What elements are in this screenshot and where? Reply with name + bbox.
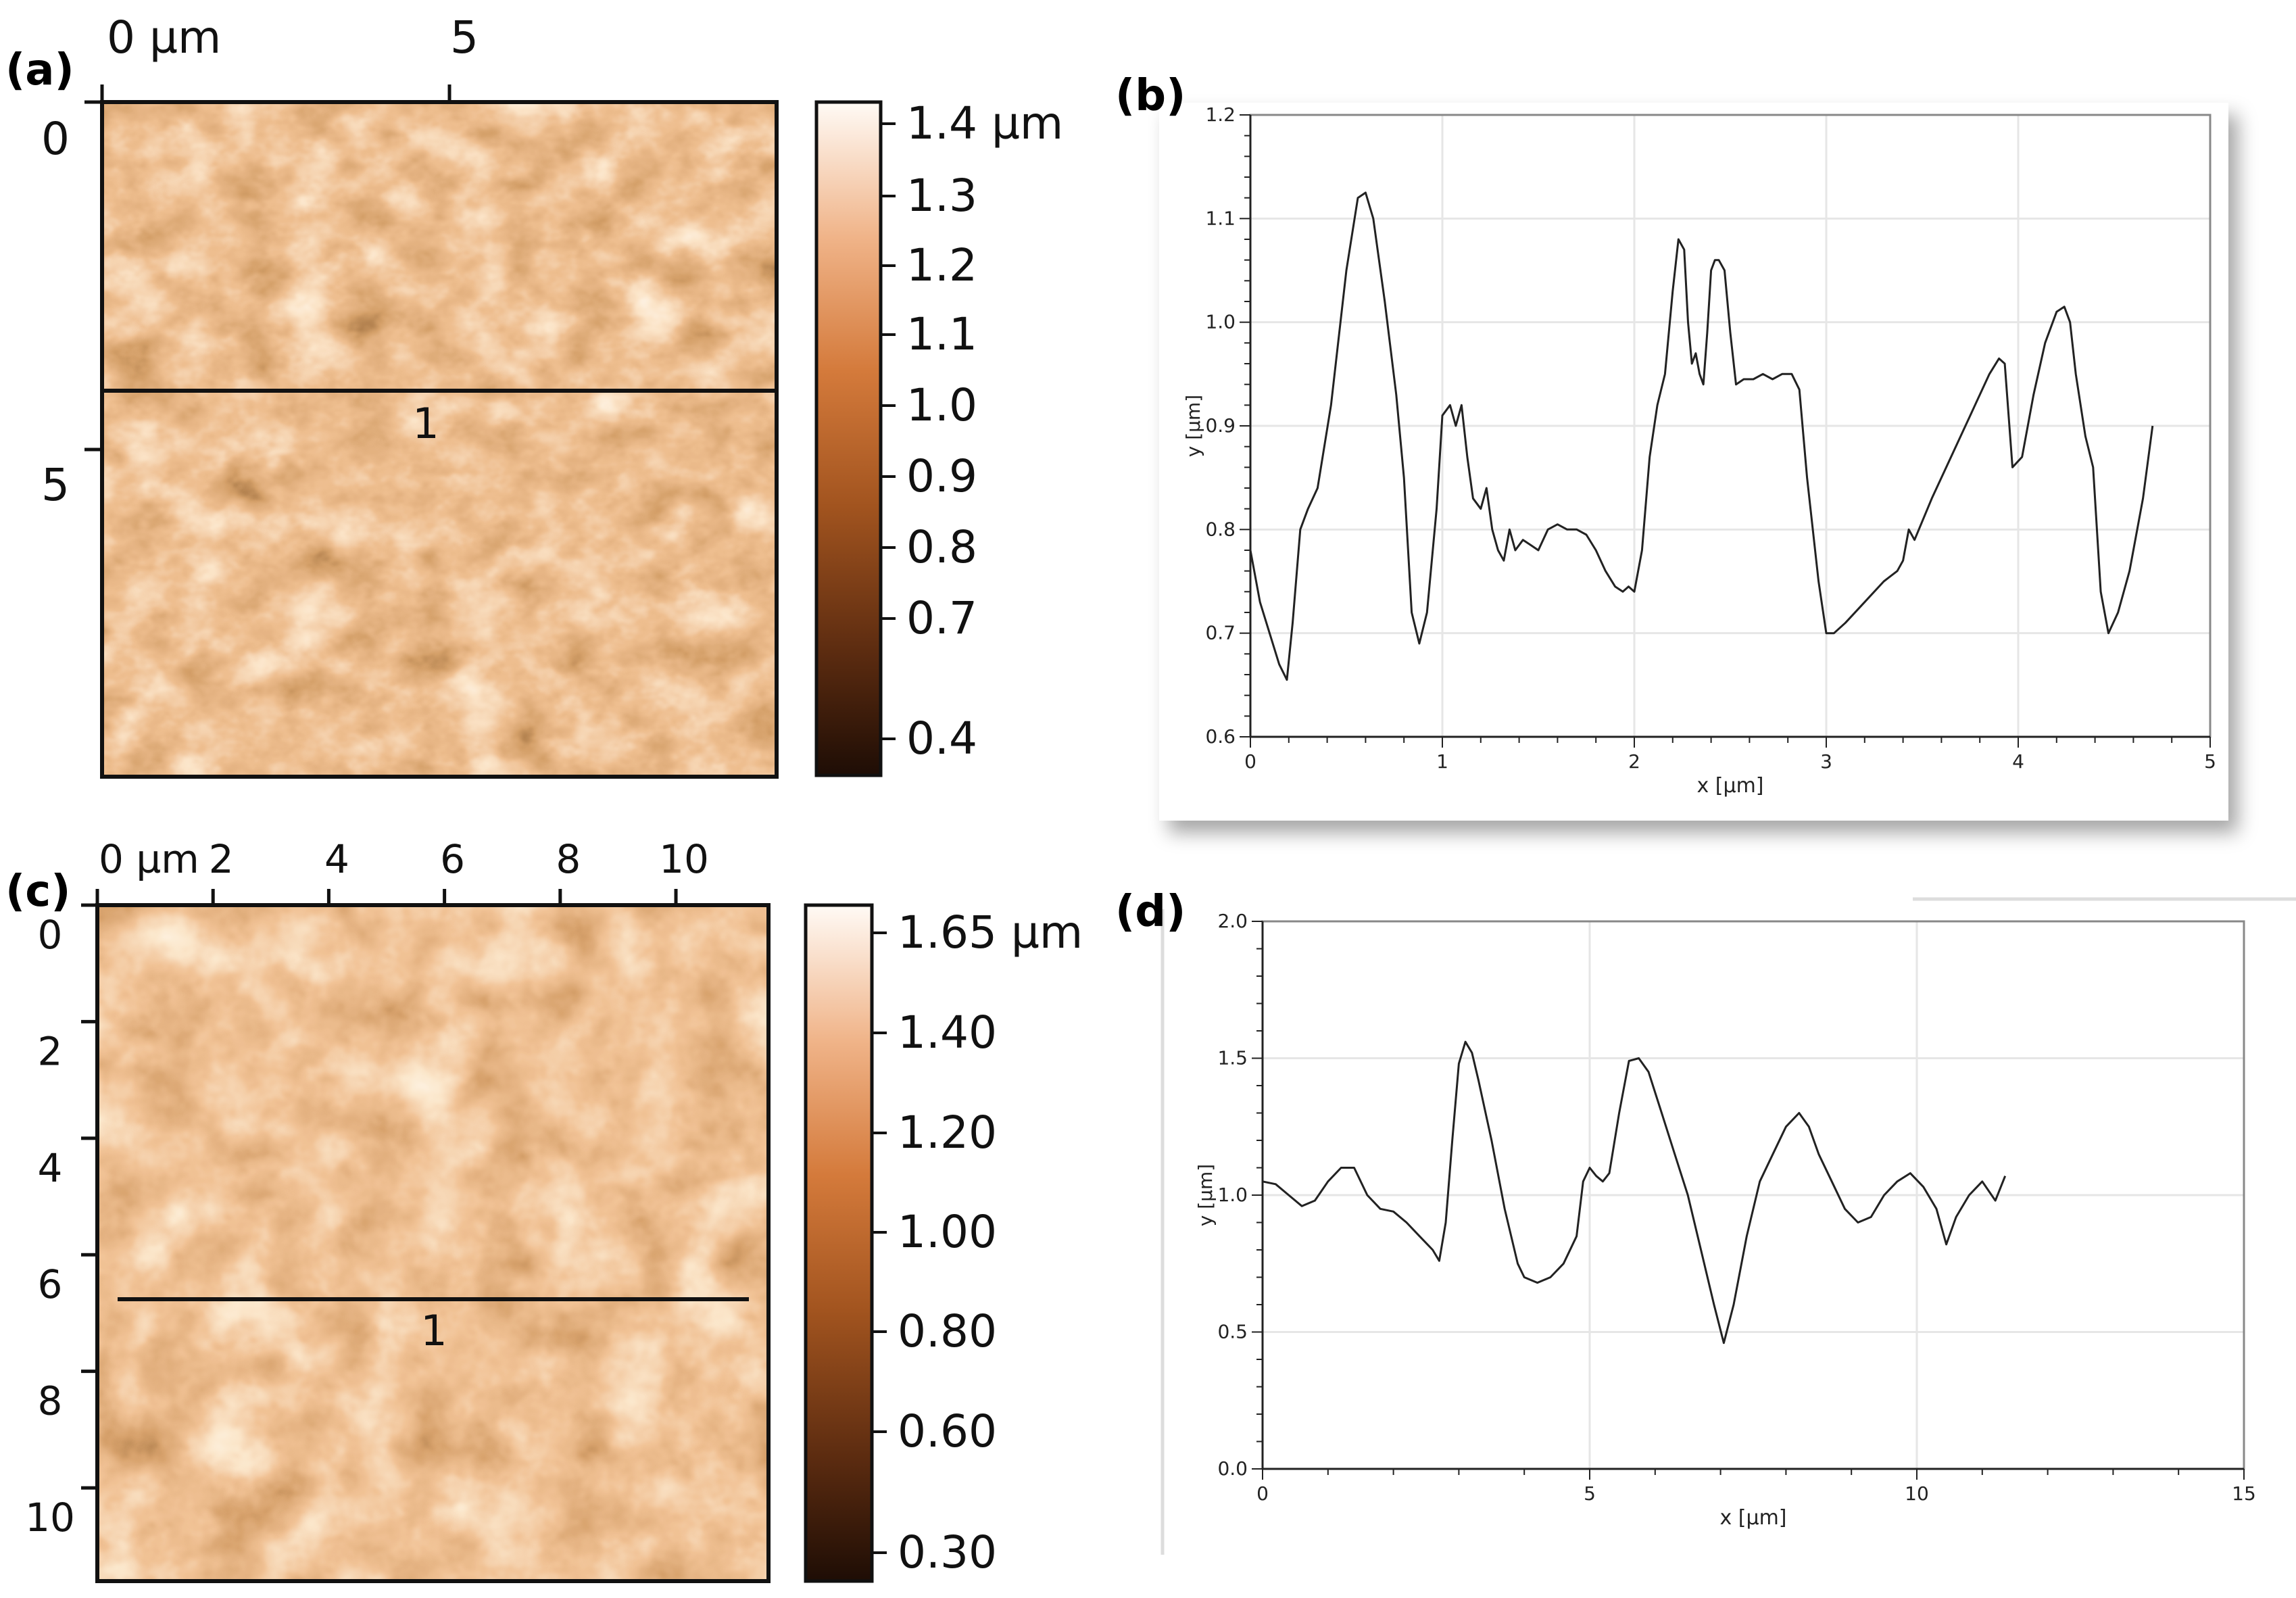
left-tick-c: 10 — [25, 1495, 75, 1541]
colorbar-tick-label: 0.60 — [898, 1405, 997, 1457]
x-axis-title: x [µm] — [1696, 774, 1763, 798]
left-tick-a-1: 5 — [41, 459, 70, 511]
y-tick-label: 0.6 — [1205, 725, 1236, 748]
panel-label-d: (d) — [1115, 887, 1186, 937]
colorbar-c: 1.65 µm 1.40 1.20 1.00 0.80 0.60 0.30 — [804, 903, 1083, 1583]
x-tick-label: 10 — [1905, 1482, 1929, 1505]
x-tick-label: 15 — [2232, 1482, 2256, 1505]
colorbar-tick-label: 1.20 — [898, 1107, 997, 1159]
afm-image-c — [95, 903, 771, 1583]
profile-series-line-b — [1249, 191, 2154, 681]
y-tick-label: 2.0 — [1217, 910, 1248, 932]
x-tick-label: 0 — [1256, 1482, 1269, 1505]
x-tick-label: 5 — [1584, 1482, 1596, 1505]
colorbar-tick-label: 1.00 — [898, 1206, 997, 1258]
panel-label-a: (a) — [5, 45, 74, 95]
top-tick-c: 4 — [324, 836, 349, 882]
left-tick-c: 0 — [38, 912, 63, 958]
left-tick-a-0: 0 — [41, 113, 70, 165]
colorbar-tick-label: 1.1 — [906, 308, 977, 360]
profile-plot-d: 0 5 10 15 0.0 0.5 1.0 1.5 2.0 x [µm] y [µm] — [1194, 910, 2256, 1530]
x-tick-label: 2 — [1628, 750, 1640, 773]
profile-plot-b: 0 1 2 3 4 5 0.6 0.7 0.8 0.9 1.0 1.1 1.2 x [µm] y [µm] — [1182, 103, 2216, 798]
colorbar-a: 1.4 µm 1.3 1.2 1.1 1.0 0.9 0.8 0.7 0.4 — [814, 97, 1063, 777]
left-tick-c: 8 — [38, 1378, 63, 1424]
panel-d: (d) 0 5 10 15 0.0 0.5 1.0 1.5 2.0 x [µm] y [µm] — [1115, 887, 2256, 1555]
left-tick-c: 4 — [38, 1145, 63, 1191]
profile-line-label-a: 1 — [412, 399, 439, 448]
y-axis-title: y [µm] — [1182, 395, 1204, 457]
top-tick-c: 10 — [659, 836, 709, 882]
x-tick-label: 1 — [1436, 750, 1448, 773]
y-tick-label: 0.7 — [1205, 622, 1236, 644]
plot-card-b — [1159, 103, 2228, 821]
profile-line-label-c: 1 — [420, 1306, 447, 1355]
top-tick-c: 8 — [556, 836, 581, 882]
colorbar-tick-label: 0.4 — [906, 712, 977, 765]
colorbar-tick-label: 1.65 µm — [898, 906, 1083, 959]
y-tick-label: 1.0 — [1205, 311, 1236, 333]
top-tick-c: 6 — [440, 836, 465, 882]
colorbar-tick-label: 1.0 — [906, 379, 977, 431]
x-axis-title: x [µm] — [1719, 1506, 1786, 1530]
colorbar-tick-label: 0.7 — [906, 592, 977, 644]
x-tick-label: 4 — [2012, 750, 2024, 773]
y-axis-title: y [µm] — [1194, 1164, 1217, 1226]
top-tick-a-0: 0 µm — [107, 11, 221, 64]
left-tick-c: 6 — [38, 1261, 63, 1307]
top-tick-c: 2 — [209, 836, 234, 882]
x-tick-label: 0 — [1244, 750, 1256, 773]
colorbar-tick-label: 0.9 — [906, 450, 977, 502]
colorbar-tick-label: 0.30 — [898, 1526, 997, 1578]
panel-label-b: (b) — [1115, 71, 1186, 121]
y-tick-label: 1.5 — [1217, 1047, 1248, 1069]
y-tick-label: 0.9 — [1205, 414, 1236, 437]
afm-image-a — [100, 100, 779, 779]
left-tick-c: 2 — [38, 1028, 63, 1074]
colorbar-tick-label: 0.80 — [898, 1305, 997, 1357]
panel-a: (a) 1 0 µm 5 0 5 1.4 µm 1.3 1.2 1.1 1.0 0.9 0.… — [5, 11, 1063, 779]
y-tick-label: 0.5 — [1217, 1321, 1248, 1343]
x-tick-label: 3 — [1820, 750, 1832, 773]
y-tick-label: 1.2 — [1205, 103, 1236, 126]
colorbar-tick-label: 1.4 µm — [906, 97, 1063, 149]
panel-label-c: (c) — [5, 867, 70, 917]
panel-b: (b) 0 1 2 3 4 5 0.6 0.7 0.8 0.9 1.0 1.1 1.2 x [µm] y [… — [1115, 71, 2228, 821]
y-tick-label: 0.0 — [1217, 1457, 1248, 1480]
colorbar-tick-label: 1.3 — [906, 170, 977, 222]
top-tick-c: 0 µm — [99, 836, 199, 882]
colorbar-tick-label: 0.8 — [906, 521, 977, 573]
y-tick-label: 0.8 — [1205, 518, 1236, 540]
top-tick-a-1: 5 — [450, 11, 479, 64]
y-tick-label: 1.1 — [1205, 207, 1236, 229]
profile-series-line-d — [1262, 1040, 2007, 1345]
colorbar-tick-label: 1.2 — [906, 239, 977, 291]
x-tick-label: 5 — [2204, 750, 2216, 773]
y-tick-label: 1.0 — [1217, 1184, 1248, 1206]
colorbar-tick-label: 1.40 — [898, 1007, 997, 1059]
